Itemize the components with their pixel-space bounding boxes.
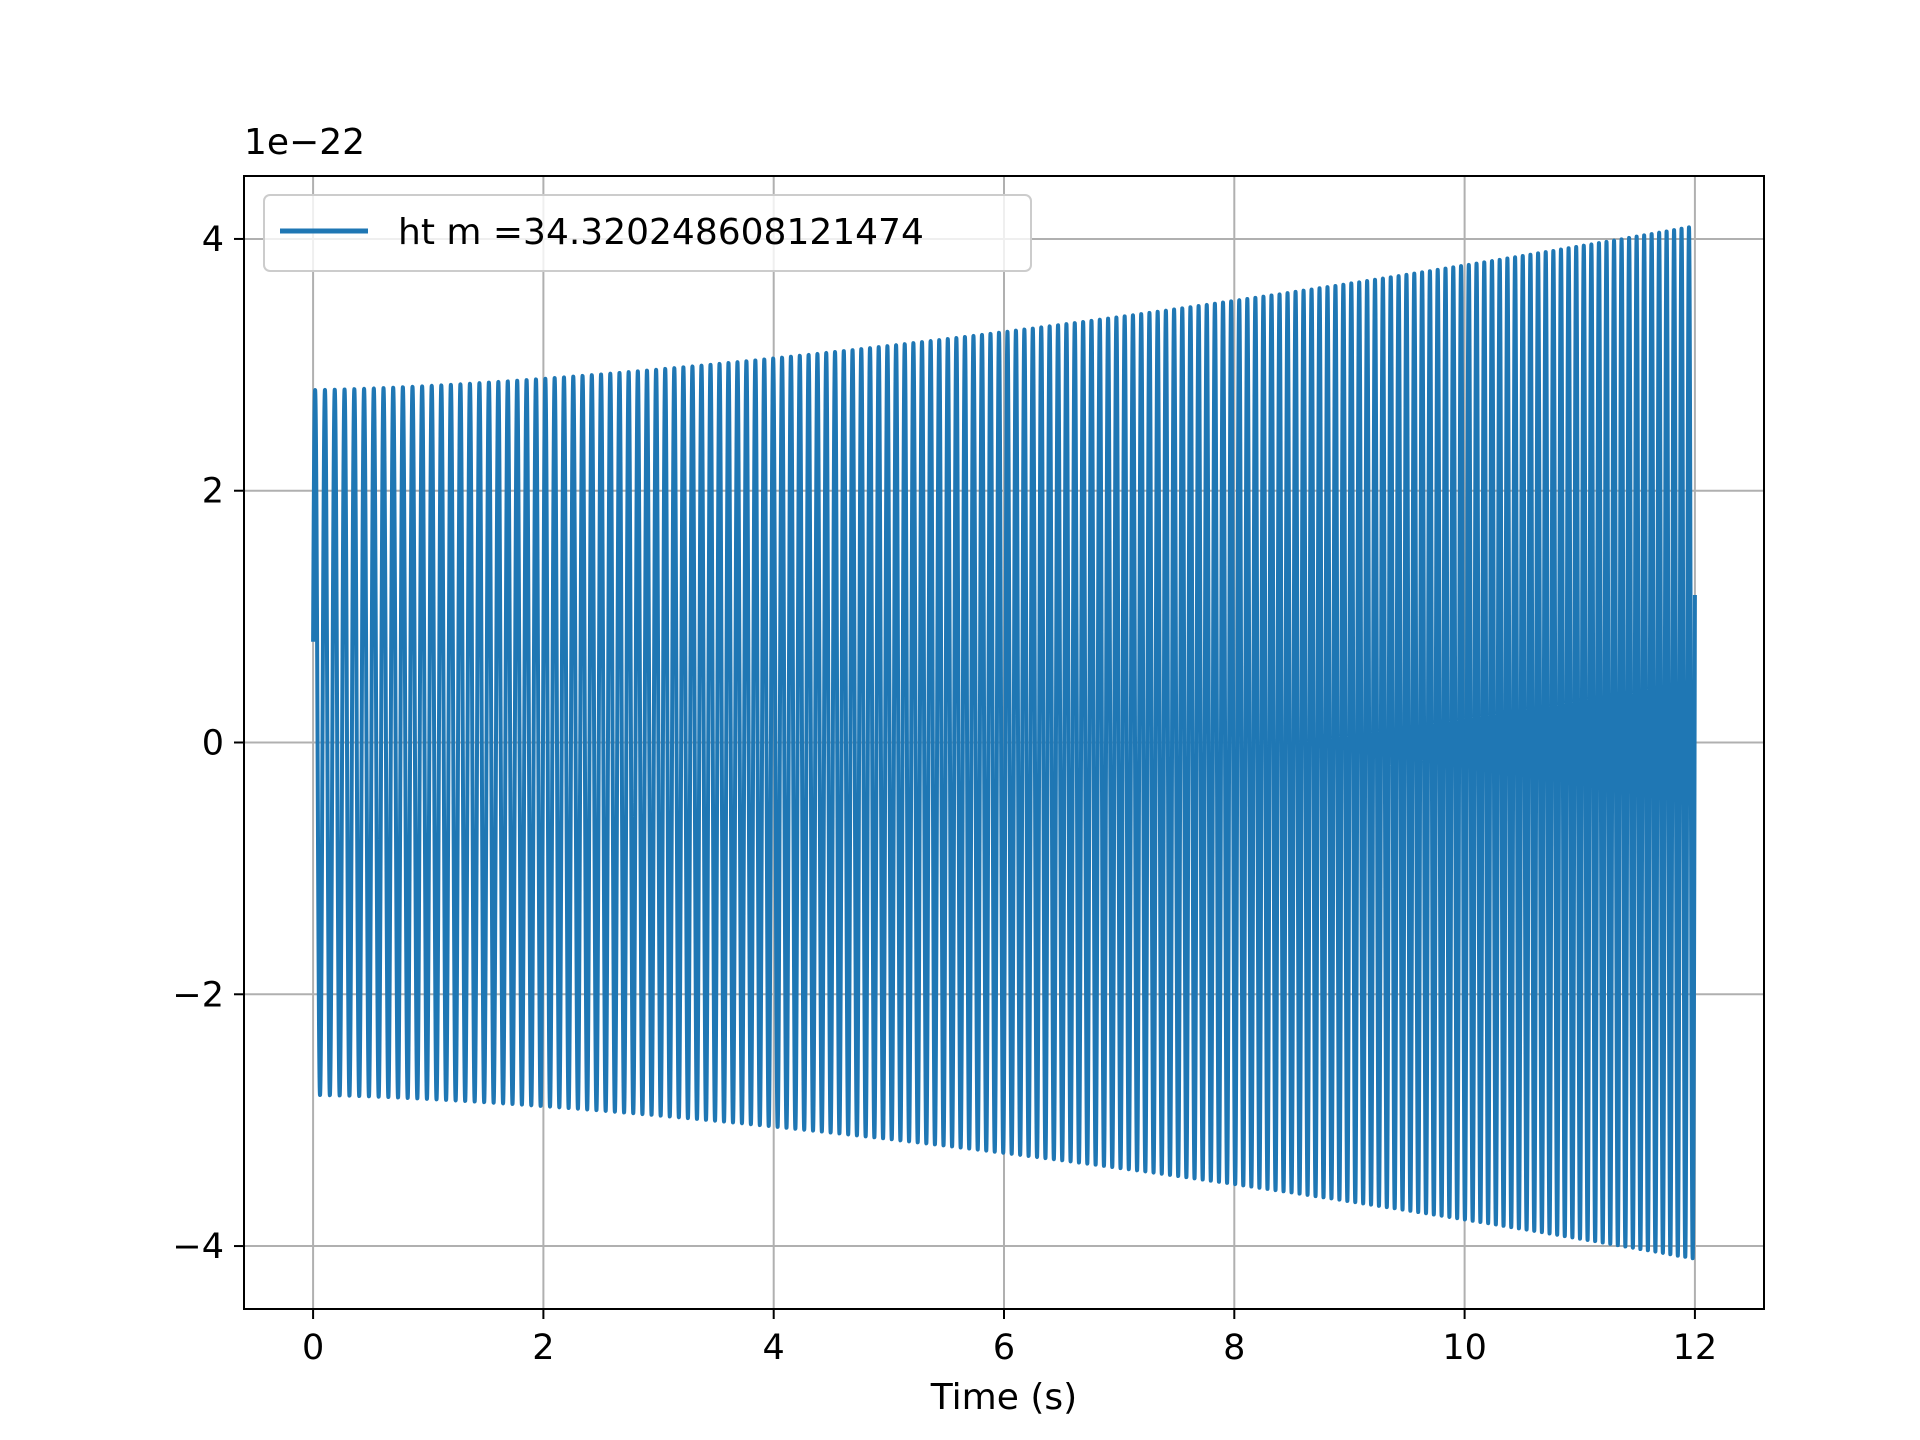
x-tick-label: 6 xyxy=(993,1328,1015,1368)
legend-box xyxy=(263,194,1032,272)
x-tick-label: 0 xyxy=(302,1328,324,1368)
x-axis-label: Time (s) xyxy=(930,1377,1077,1418)
legend-label-series-0: ht m =34.320248608121474 xyxy=(398,212,924,253)
x-tick-label: 12 xyxy=(1673,1328,1718,1368)
y-tick-label: 4 xyxy=(202,220,224,260)
y-tick-label: 0 xyxy=(202,724,224,764)
y-tick-label: −4 xyxy=(172,1227,224,1267)
x-tick-label: 2 xyxy=(532,1328,554,1368)
y-tick-label: −2 xyxy=(172,975,224,1015)
legend: ht m =34.320248608121474 xyxy=(263,194,1032,272)
x-tick-label: 8 xyxy=(1223,1328,1245,1368)
ticks: 0 2 4 6 8 10 12 −4 −2 0 2 4 xyxy=(172,220,1717,1368)
x-tick-label: 4 xyxy=(763,1328,785,1368)
y-tick-label: 2 xyxy=(202,472,224,512)
y-offset-label: 1e−22 xyxy=(244,122,365,163)
series-layer xyxy=(311,225,1697,1261)
series-line-0 xyxy=(311,225,1697,1261)
x-tick-label: 10 xyxy=(1442,1328,1487,1368)
